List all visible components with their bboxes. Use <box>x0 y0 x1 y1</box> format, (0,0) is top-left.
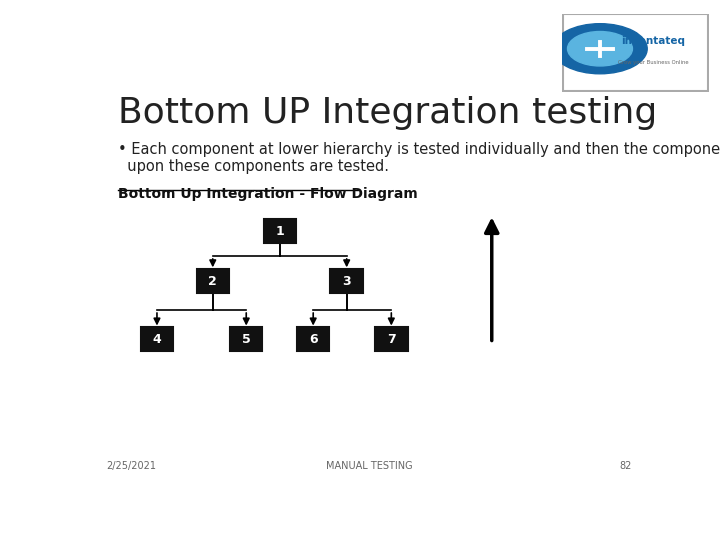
Text: 6: 6 <box>309 333 318 346</box>
Text: 2: 2 <box>208 274 217 287</box>
FancyBboxPatch shape <box>141 327 173 352</box>
Text: 1: 1 <box>275 225 284 238</box>
Text: 82: 82 <box>619 462 631 471</box>
Text: • Each component at lower hierarchy is tested individually and then the componen: • Each component at lower hierarchy is t… <box>118 141 720 157</box>
Text: 4: 4 <box>153 333 161 346</box>
Circle shape <box>553 24 647 74</box>
FancyBboxPatch shape <box>264 219 296 243</box>
FancyBboxPatch shape <box>230 327 262 352</box>
FancyBboxPatch shape <box>297 327 329 352</box>
Text: 2/25/2021: 2/25/2021 <box>107 462 157 471</box>
Text: inventateq: inventateq <box>621 36 685 46</box>
Text: 5: 5 <box>242 333 251 346</box>
Text: Grow your Business Online: Grow your Business Online <box>618 59 688 65</box>
FancyBboxPatch shape <box>563 14 708 91</box>
FancyBboxPatch shape <box>330 269 363 293</box>
FancyBboxPatch shape <box>375 327 408 352</box>
Text: 7: 7 <box>387 333 396 346</box>
Circle shape <box>567 31 632 66</box>
Text: 3: 3 <box>343 274 351 287</box>
FancyBboxPatch shape <box>197 269 229 293</box>
Text: Bottom UP Integration testing: Bottom UP Integration testing <box>118 96 657 130</box>
Text: upon these components are tested.: upon these components are tested. <box>118 159 389 174</box>
Text: Bottom Up Integration - Flow Diagram: Bottom Up Integration - Flow Diagram <box>118 187 418 201</box>
Text: MANUAL TESTING: MANUAL TESTING <box>325 462 413 471</box>
